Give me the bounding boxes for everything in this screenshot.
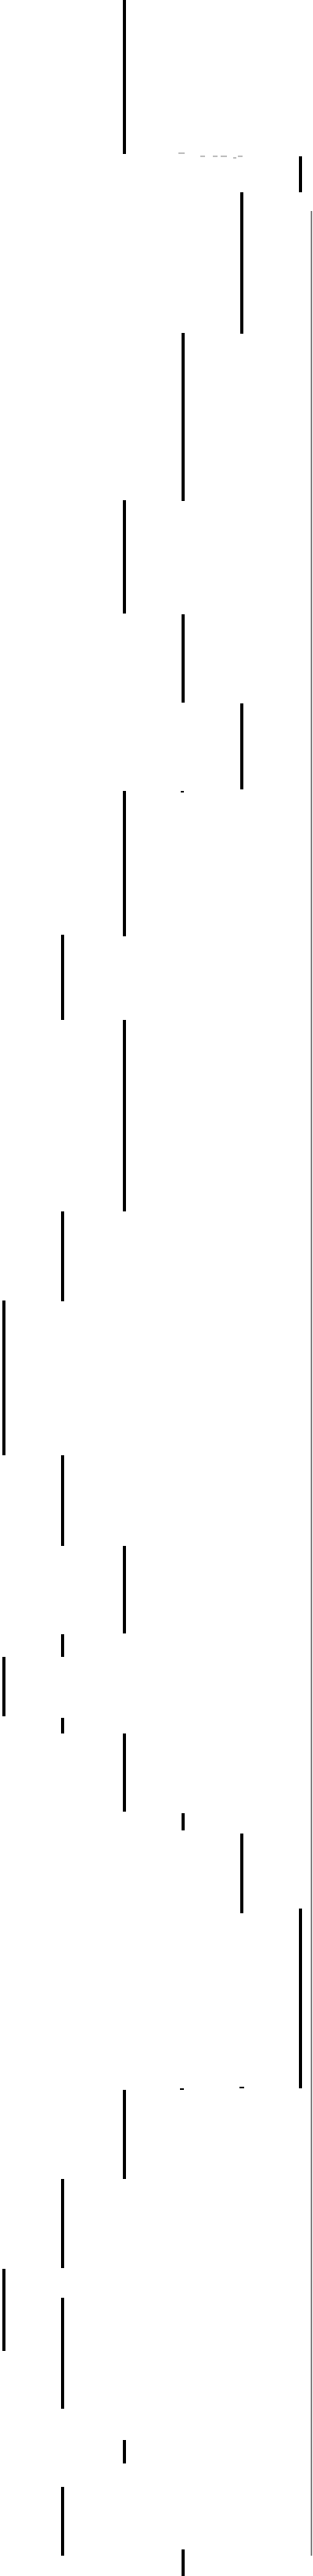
sketch-canvas [2,0,312,2576]
